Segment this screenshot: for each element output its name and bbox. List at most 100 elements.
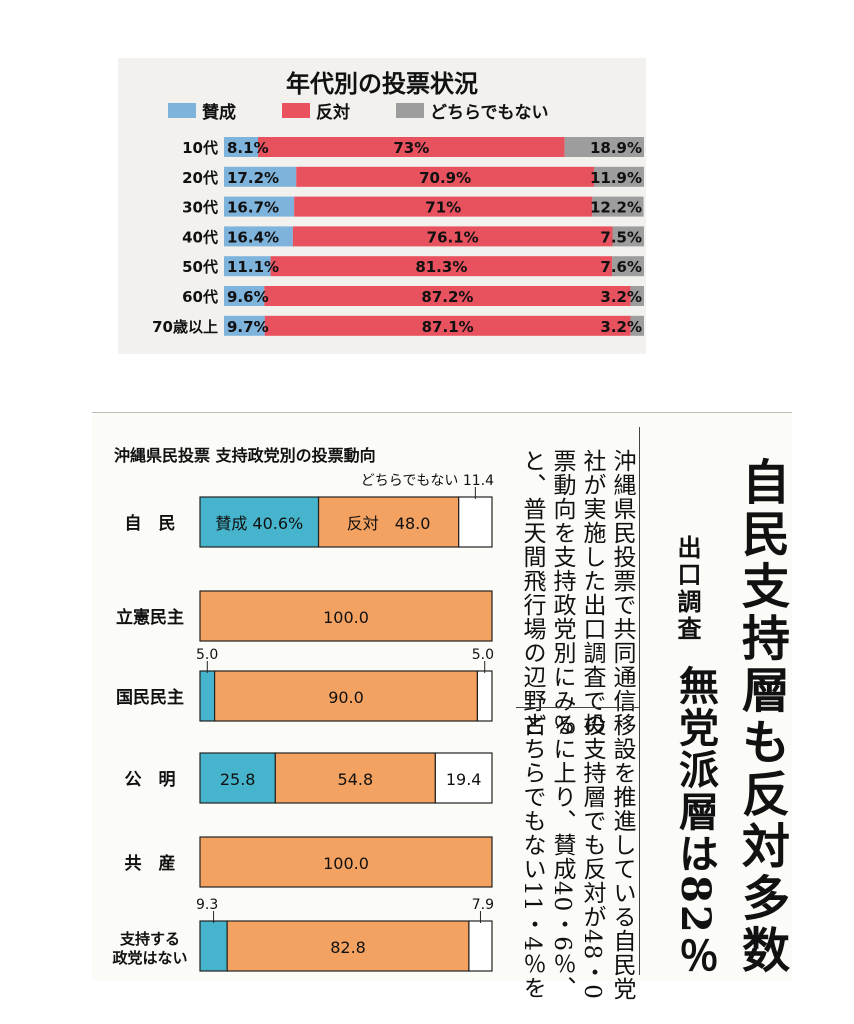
- data-label-yes: 9.6%: [227, 288, 269, 306]
- article-separator-horizontal: [516, 707, 640, 708]
- data-label-no: 81.3%: [415, 258, 467, 276]
- article-column-3: 票動向を支持政党別にみる: [549, 449, 575, 737]
- article-tag: 出口調査: [673, 535, 701, 643]
- data-label-no: 73%: [393, 139, 429, 157]
- legend-label-2: 反対: [316, 102, 350, 123]
- data-label-no: 反対 48.0: [347, 514, 431, 533]
- bar-segment: [612, 256, 644, 277]
- data-label-no: 100.0: [323, 608, 369, 627]
- article-column-1: 沖縄県民投票で共同通信: [609, 449, 635, 713]
- bar-segment: [264, 286, 631, 306]
- chart-title: 沖縄県民投票 支持政党別の投票動向: [114, 446, 376, 465]
- data-label-yes: 11.1%: [227, 258, 279, 276]
- bar-segment: [612, 226, 644, 247]
- data-label-yes: 8.1%: [227, 139, 269, 157]
- article-column-2: 社が実施した出口調査で投: [579, 449, 605, 737]
- bar-segment: [199, 590, 493, 642]
- data-label-no: 87.1%: [422, 318, 474, 336]
- bar-segment: [264, 315, 631, 336]
- category-label: 自 民: [125, 513, 176, 534]
- data-label-above-right: 7.9: [472, 897, 494, 913]
- data-label-neutral: 7.6%: [600, 258, 642, 276]
- bar-segment: [630, 315, 644, 336]
- bar-segment: [213, 670, 478, 722]
- data-label-above-left: 9.3: [196, 897, 218, 913]
- article-separator-vertical: [639, 427, 640, 975]
- category-label: 20代: [182, 169, 218, 187]
- age-group-chart: 年代別の投票状況 賛成 反対 どちらでもない 10代 8.1% 73% 18.9% 20代 17.…: [118, 58, 646, 354]
- bar-segment: [292, 226, 613, 247]
- article-column-7: ％に上り、賛成40・6％、: [549, 713, 575, 1000]
- article-column-8: どちらでもない11・4％を: [519, 713, 545, 1000]
- data-label-above-right: 5.0: [472, 647, 494, 663]
- bar-segment: [199, 496, 320, 548]
- data-label-neutral: 3.2%: [600, 318, 642, 336]
- data-label-no: 90.0: [328, 688, 364, 707]
- category-label: 60代: [182, 288, 218, 306]
- category-label: 公 明: [125, 770, 176, 790]
- data-label-no: 82.8: [330, 938, 366, 957]
- bar-segment: [592, 196, 644, 217]
- chart-title: 年代別の投票状況: [286, 70, 478, 98]
- data-label-no: 76.1%: [427, 228, 479, 246]
- data-label-no: 100.0: [323, 854, 369, 873]
- bar-segment: [224, 137, 259, 157]
- bar-segment: [594, 166, 644, 187]
- bar-segment: [296, 166, 595, 187]
- bar-segment: [224, 256, 271, 277]
- bar-segment: [224, 196, 295, 217]
- bar-segment: [199, 836, 493, 888]
- data-label-neutral: 7.5%: [600, 228, 642, 246]
- data-label-yes: 25.8: [220, 770, 256, 789]
- bar-segment: [224, 166, 297, 187]
- article-headline: 自民支持層も反対多数: [733, 457, 789, 977]
- bar-segment: [476, 670, 493, 722]
- data-label-no: 54.8: [338, 770, 374, 789]
- category-label: 立憲民主: [116, 607, 184, 628]
- data-label-yes: 9.7%: [227, 318, 269, 336]
- bar-segment: [458, 496, 493, 548]
- bar-segment: [564, 137, 644, 157]
- legend-swatch-1: [168, 103, 196, 118]
- data-label-neutral: 19.4: [446, 770, 482, 789]
- category-label: 40代: [182, 228, 218, 246]
- category-label: 70歳以上: [152, 318, 218, 336]
- bar-segment: [199, 670, 216, 722]
- bar-segment: [317, 496, 460, 548]
- article-column-4: と、普天間飛行場の辺野古: [519, 449, 545, 737]
- data-label-yes: 16.4%: [227, 228, 279, 246]
- category-label: 30代: [182, 199, 218, 217]
- article-column-6: の支持層でも反対が48・0: [579, 713, 605, 1000]
- bar-segment: [270, 256, 613, 277]
- legend-swatch-3: [396, 103, 424, 118]
- bar-segment: [224, 286, 265, 306]
- category-label: 共 産: [125, 853, 176, 874]
- bar-segment: [224, 226, 293, 247]
- data-label-neutral: 3.2%: [600, 288, 642, 306]
- data-label-neutral: 12.2%: [590, 199, 642, 217]
- data-label-above-right: どちらでもない 11.4: [361, 473, 494, 489]
- data-label-neutral: 18.9%: [590, 139, 642, 157]
- data-label-no: 87.2%: [421, 288, 473, 306]
- category-label: 政党はない: [112, 949, 187, 967]
- party-article-panel: 沖縄県民投票 支持政党別の投票動向自 民 賛成 40.6% 反対 48.0 どちらでも…: [92, 412, 792, 1001]
- bar-segment: [468, 920, 493, 972]
- bar-segment: [224, 315, 265, 336]
- legend-swatch-2: [282, 103, 310, 118]
- article-column-5: 移設を推進している自民党: [609, 713, 635, 1001]
- bar-segment: [258, 137, 565, 157]
- data-label-above-left: 5.0: [196, 647, 218, 663]
- bar-segment: [294, 196, 593, 217]
- category-label: 国民民主: [116, 687, 184, 708]
- category-label: 50代: [182, 258, 218, 276]
- category-label: 支持する: [119, 930, 180, 948]
- party-chart: 沖縄県民投票 支持政党別の投票動向自 民 賛成 40.6% 反対 48.0 どちらでも…: [92, 413, 512, 981]
- bar-segment: [199, 920, 228, 972]
- bar-segment: [274, 752, 436, 804]
- bar-segment: [199, 752, 276, 804]
- legend-label-1: 賛成: [202, 102, 236, 123]
- data-label-no: 70.9%: [419, 169, 471, 187]
- data-label-yes: 17.2%: [227, 169, 279, 187]
